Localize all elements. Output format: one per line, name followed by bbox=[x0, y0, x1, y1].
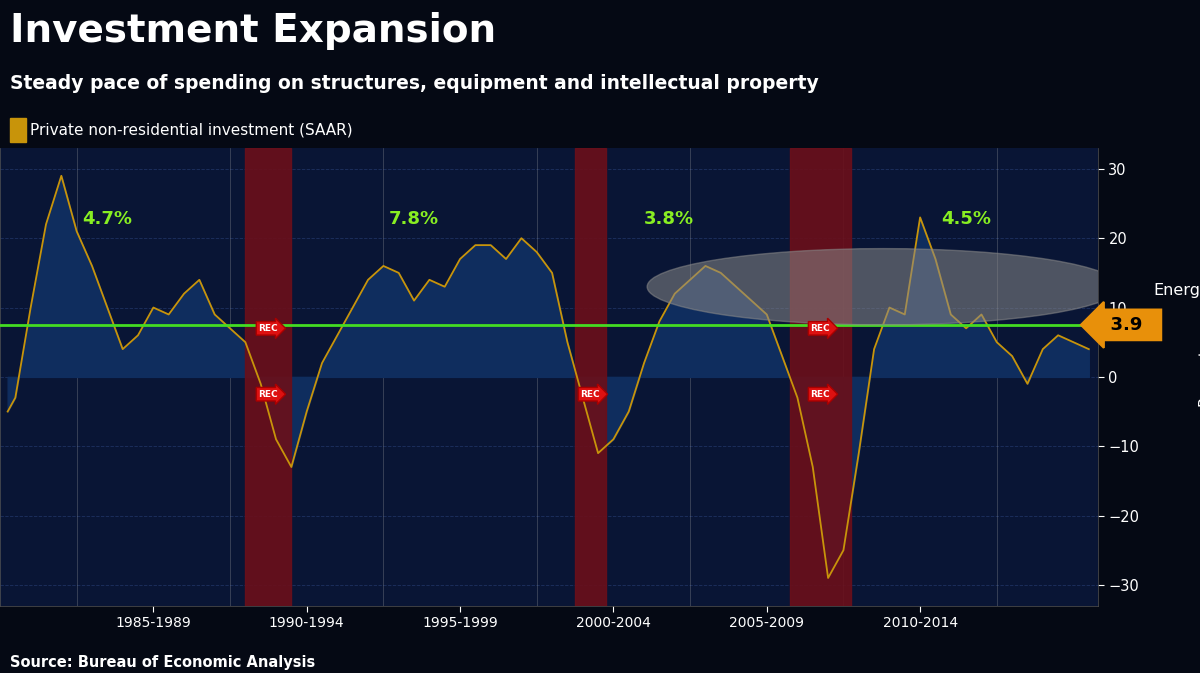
Bar bbox=[10, 118, 26, 142]
Ellipse shape bbox=[647, 248, 1120, 325]
Text: Steady pace of spending on structures, equipment and intellectual property: Steady pace of spending on structures, e… bbox=[10, 74, 818, 93]
Y-axis label: Percent: Percent bbox=[1198, 348, 1200, 406]
Text: REC: REC bbox=[811, 324, 830, 333]
Text: 3.9: 3.9 bbox=[1098, 316, 1154, 334]
Text: REC: REC bbox=[581, 390, 600, 398]
Text: Private non-residential investment (SAAR): Private non-residential investment (SAAR… bbox=[30, 122, 353, 138]
Text: 3.8%: 3.8% bbox=[643, 210, 694, 227]
Text: 7.8%: 7.8% bbox=[389, 210, 439, 227]
Text: 4.7%: 4.7% bbox=[83, 210, 132, 227]
Text: Source: Bureau of Economic Analysis: Source: Bureau of Economic Analysis bbox=[10, 655, 314, 670]
Text: REC: REC bbox=[811, 390, 830, 398]
Text: REC: REC bbox=[258, 324, 278, 333]
Text: Investment Expansion: Investment Expansion bbox=[10, 12, 496, 50]
Bar bbox=[790, 148, 851, 606]
Bar bbox=[245, 148, 292, 606]
Text: 4.5%: 4.5% bbox=[941, 210, 991, 227]
Text: REC: REC bbox=[258, 390, 278, 398]
Bar bbox=[575, 148, 606, 606]
Text: Energy-led: Energy-led bbox=[1153, 283, 1200, 297]
